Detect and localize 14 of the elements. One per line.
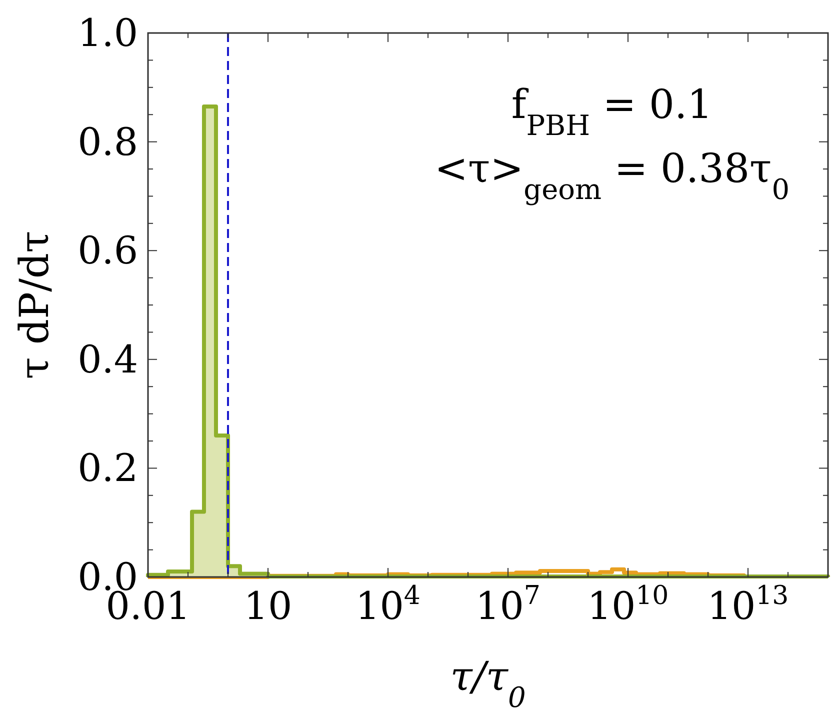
x-tick-label: 10$^{13}$ bbox=[707, 581, 789, 628]
x-tick-label: 10$^{4}$ bbox=[356, 581, 420, 628]
y-axis-title: τ dP/dτ bbox=[12, 230, 58, 380]
y-tick-label: 0.4 bbox=[78, 337, 138, 382]
y-tick-label: 1.0 bbox=[78, 11, 138, 55]
x-tick-label: 10$^{7}$ bbox=[476, 581, 540, 628]
annotation: <τ>$_{geom}$ = 0.38τ$_{0}$ bbox=[434, 146, 790, 206]
y-tick-label: 0.2 bbox=[78, 446, 138, 490]
y-tick-label: 0.6 bbox=[78, 228, 138, 273]
annotation: f$_{PBH}$ = 0.1 bbox=[511, 82, 713, 142]
x-tick-label: 10 bbox=[244, 584, 292, 628]
y-tick-label: 0.8 bbox=[78, 120, 138, 164]
x-tick-label: 10$^{10}$ bbox=[587, 581, 669, 628]
x-axis-title: τ/τ$_{0}$ bbox=[450, 654, 526, 714]
